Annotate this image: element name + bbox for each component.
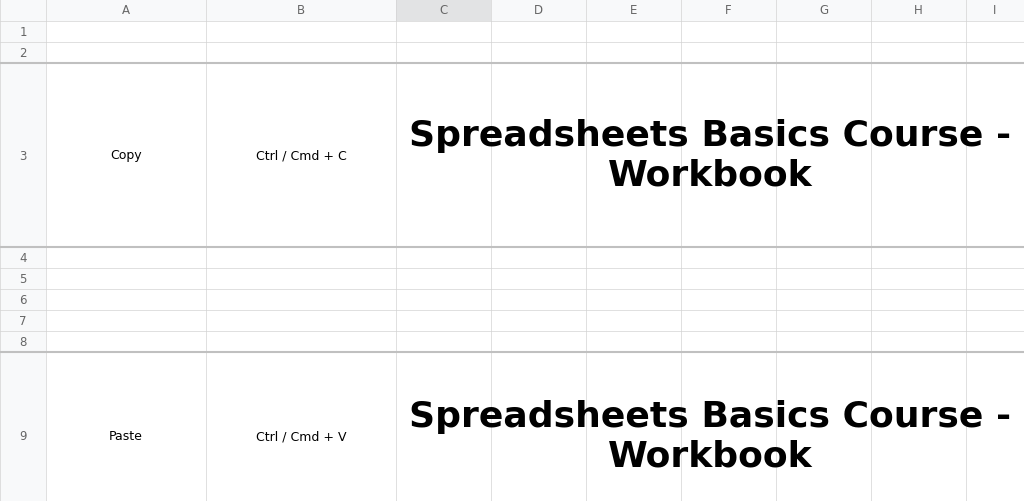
Bar: [0, 269, 46, 290]
Text: 4: 4: [19, 252, 27, 265]
Text: F: F: [725, 5, 732, 18]
Bar: [0, 311, 46, 331]
Text: 6: 6: [19, 294, 27, 307]
Text: Spreadsheets Basics Course -
Workbook: Spreadsheets Basics Course - Workbook: [409, 119, 1011, 192]
Text: 5: 5: [19, 273, 27, 286]
Text: Spreadsheets Basics Course -
Workbook: Spreadsheets Basics Course - Workbook: [409, 399, 1011, 473]
Text: Ctrl / Cmd + C: Ctrl / Cmd + C: [256, 149, 346, 162]
Text: Copy: Copy: [111, 149, 141, 162]
Text: 2: 2: [19, 47, 27, 60]
Text: D: D: [534, 5, 543, 18]
Bar: [0, 352, 46, 501]
Text: 9: 9: [19, 430, 27, 442]
Text: A: A: [122, 5, 130, 18]
Bar: [0, 0, 1024, 22]
Text: I: I: [993, 5, 996, 18]
Text: 3: 3: [19, 149, 27, 162]
Text: 1: 1: [19, 26, 27, 39]
Text: E: E: [630, 5, 637, 18]
Text: B: B: [297, 5, 305, 18]
Text: 8: 8: [19, 335, 27, 348]
Text: C: C: [439, 5, 447, 18]
Bar: [0, 290, 46, 311]
Bar: [0, 331, 46, 352]
Text: Ctrl / Cmd + V: Ctrl / Cmd + V: [256, 430, 346, 442]
Bar: [396, 0, 490, 22]
Bar: [0, 43, 46, 64]
Text: H: H: [914, 5, 923, 18]
Bar: [0, 64, 46, 247]
Text: 7: 7: [19, 314, 27, 327]
Bar: [0, 247, 46, 269]
Text: G: G: [819, 5, 828, 18]
Bar: [0, 22, 46, 43]
Text: Paste: Paste: [110, 430, 143, 442]
Bar: [0, 0, 46, 22]
